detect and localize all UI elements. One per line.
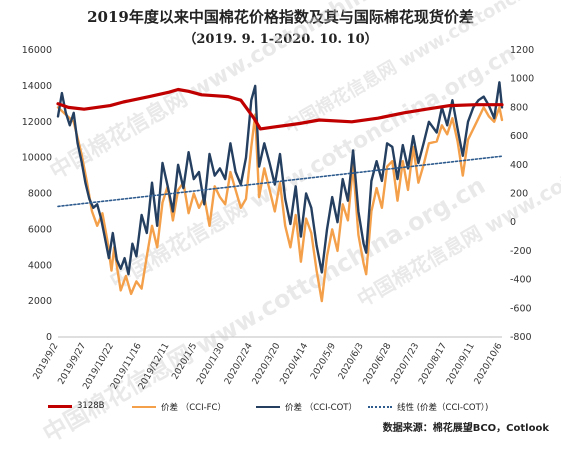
chart-title: 2019年度以来中国棉花价格指数及其与国际棉花现货价差 — [87, 8, 474, 26]
x-tick-label: 2020/1/30 — [195, 341, 227, 386]
y-left-tick-label: 0 — [46, 332, 52, 343]
series-line-1 — [56, 87, 504, 131]
x-tick-label: 2020/9/11 — [445, 342, 477, 387]
x-tick-label: 2019/9/27 — [57, 342, 89, 387]
x-tick-label: 2020/8/17 — [417, 342, 449, 387]
x-tick-label: 2020/5/9 — [309, 341, 338, 381]
y-left-tick-label: 4000 — [28, 260, 52, 271]
y-right-tick-label: -200 — [510, 246, 532, 257]
y-left-tick-label: 6000 — [28, 224, 52, 235]
legend-item-cci-cot: 价差 （CCI-COT） — [256, 401, 357, 413]
legend-swatch — [132, 406, 156, 408]
legend-item-3128b: 3128B — [48, 401, 104, 411]
chart-canvas: 0200040006000800010000120001400016000-80… — [22, 45, 534, 391]
legend-swatch — [256, 406, 280, 408]
legend-swatch — [48, 404, 72, 408]
x-tick-label: 2020/3/20 — [251, 341, 283, 386]
legend-swatch — [368, 406, 392, 408]
series-line-3 — [56, 81, 504, 276]
y-left-tick-label: 14000 — [22, 81, 52, 92]
x-tick-label: 2020/7/23 — [390, 342, 422, 387]
y-right-tick-label: -400 — [510, 275, 532, 286]
x-tick-label: 2020/6/28 — [362, 341, 394, 386]
legend-label: 3128B — [77, 401, 105, 411]
x-tick-label: 2019/9/2 — [32, 342, 61, 382]
y-right-tick-label: 1200 — [510, 45, 534, 56]
y-right-tick-label: 400 — [510, 160, 528, 171]
legend-label: 价差 （CCI-COT） — [285, 403, 357, 413]
series-line-4 — [57, 155, 503, 208]
y-left-tick-label: 8000 — [28, 189, 52, 200]
y-right-tick-label: 600 — [510, 131, 528, 142]
y-left-tick-label: 12000 — [22, 117, 52, 128]
legend-item-linear: 线性 (价差（CCI-COT）) — [368, 401, 488, 413]
legend-item-cci-fc: 价差 （CCI-FC） — [132, 401, 226, 413]
y-left-tick-label: 16000 — [22, 45, 52, 56]
y-right-tick-label: -600 — [510, 303, 532, 314]
x-tick-label: 2020/2/24 — [223, 341, 255, 386]
series-line-2 — [56, 106, 504, 303]
x-tick-label: 2020/4/14 — [279, 341, 311, 386]
y-right-tick-label: -800 — [510, 332, 532, 343]
y-left-tick-label: 10000 — [22, 153, 52, 164]
source-note: 数据来源：棉花展望BCO，Cotlook — [382, 423, 549, 434]
chart-subtitle: （2019. 9. 1-2020. 10. 10） — [183, 32, 378, 47]
x-tick-label: 2020/1/5 — [170, 342, 199, 382]
x-tick-label: 2020/10/6 — [473, 341, 505, 386]
y-right-tick-label: 800 — [510, 102, 528, 113]
legend: 3128B 价差 （CCI-FC） 价差 （CCI-COT） 线性 (价差（CC… — [0, 401, 561, 417]
y-right-tick-label: 1000 — [510, 74, 534, 85]
legend-label: 价差 （CCI-FC） — [161, 403, 226, 413]
y-right-tick-label: 200 — [510, 189, 528, 200]
legend-label: 线性 (价差（CCI-COT）) — [397, 403, 489, 413]
x-tick-label: 2020/6/3 — [337, 342, 366, 382]
y-right-tick-label: 0 — [510, 217, 516, 228]
y-left-tick-label: 2000 — [28, 296, 52, 307]
